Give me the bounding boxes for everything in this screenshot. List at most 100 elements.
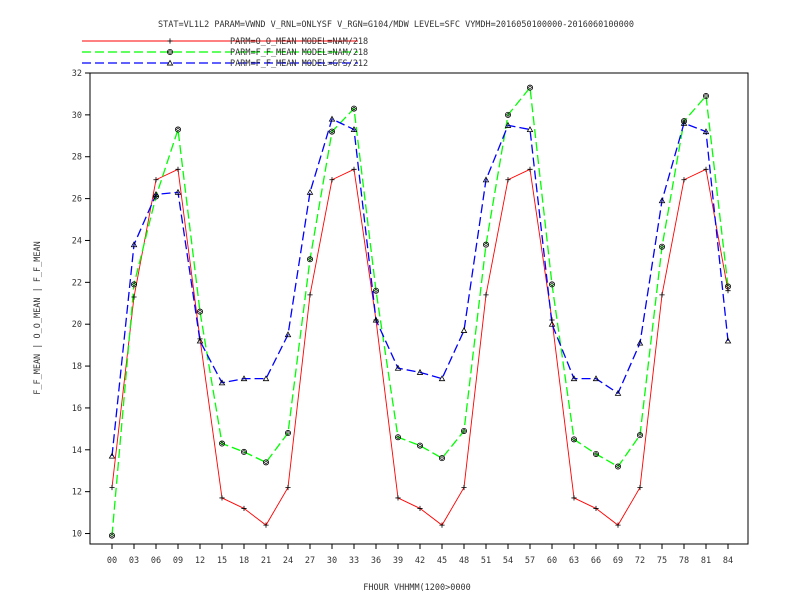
data-point-plus — [263, 522, 269, 528]
data-point-triangle — [372, 316, 380, 323]
data-point-diamond — [527, 85, 533, 90]
data-point-diamond — [351, 106, 357, 111]
data-point-diamond — [395, 435, 401, 440]
data-point-diamond — [461, 428, 467, 433]
data-point-plus — [615, 522, 621, 528]
data-point-diamond — [131, 282, 137, 287]
data-point-triangle — [328, 115, 336, 122]
data-point-plus — [417, 505, 423, 512]
data-point-diamond — [307, 257, 313, 262]
x-tick-label: 81 — [701, 556, 711, 566]
x-tick-label: 15 — [217, 556, 227, 566]
chart-title: STAT=VL1L2 PARAM=VWND V_RNL=ONLYSF V_RGN… — [158, 20, 634, 30]
data-point-triangle — [306, 188, 314, 195]
data-point-diamond — [571, 437, 577, 442]
data-point-plus — [637, 484, 643, 491]
data-point-circle — [681, 118, 688, 125]
data-point-plus — [439, 522, 445, 528]
data-point-diamond — [505, 112, 511, 117]
x-tick-label: 12 — [195, 556, 205, 566]
data-point-triangle — [350, 126, 358, 132]
data-point-diamond — [373, 288, 379, 293]
data-point-circle — [284, 430, 291, 437]
data-point-plus — [285, 484, 291, 491]
x-tick-label: 27 — [305, 556, 315, 566]
data-point-circle — [306, 256, 313, 263]
x-tick-label: 51 — [481, 556, 491, 566]
data-point-triangle — [460, 327, 468, 333]
data-point-diamond — [219, 441, 225, 446]
data-point-triangle — [166, 59, 174, 66]
plot-frame — [89, 72, 749, 545]
data-point-diamond — [241, 449, 247, 454]
data-point-triangle — [130, 241, 138, 248]
data-point-plus — [175, 166, 181, 172]
data-point-circle — [615, 463, 622, 470]
y-tick-label: 32 — [72, 69, 82, 79]
data-point-circle — [166, 49, 173, 56]
y-tick-label: 14 — [72, 446, 82, 456]
data-point-triangle — [108, 452, 116, 459]
y-tick-label: 24 — [72, 236, 82, 246]
data-point-triangle — [526, 126, 534, 132]
x-tick-label: 24 — [283, 556, 293, 566]
data-point-diamond — [439, 456, 445, 461]
x-tick-label: 21 — [261, 556, 271, 566]
x-tick-label: 48 — [459, 556, 469, 566]
data-point-triangle — [570, 375, 578, 382]
series-line — [111, 118, 729, 457]
data-point-diamond — [659, 244, 665, 249]
data-point-circle — [460, 427, 467, 434]
data-point-triangle — [680, 119, 688, 126]
data-point-triangle — [614, 389, 622, 396]
legend: PARM=O_O_MEAN MODEL=NAM/218PARM=F_F_MEAN… — [82, 37, 368, 69]
data-point-plus — [109, 484, 115, 491]
data-point-triangle — [416, 368, 424, 375]
y-tick-label: 20 — [72, 320, 82, 330]
data-point-triangle — [196, 337, 204, 344]
data-point-triangle — [548, 320, 556, 327]
data-point-diamond — [615, 464, 621, 469]
data-point-diamond — [167, 49, 173, 55]
data-point-circle — [240, 448, 247, 455]
x-tick-label: 03 — [129, 556, 139, 566]
data-point-plus — [241, 505, 247, 512]
x-tick-label: 18 — [239, 556, 249, 566]
data-point-diamond — [109, 533, 115, 538]
data-point-plus — [395, 495, 401, 501]
x-tick-label: 84 — [723, 556, 733, 566]
x-tick-label: 69 — [613, 556, 623, 566]
data-point-diamond — [725, 284, 731, 289]
data-point-diamond — [285, 431, 291, 436]
data-point-diamond — [329, 129, 335, 134]
y-axis: 10 12 14 16 18 20 22 24 26 28 30 32 — [72, 69, 90, 540]
data-point-circle — [482, 241, 489, 248]
data-point-circle — [262, 459, 269, 466]
data-point-plus — [351, 166, 357, 172]
data-point-plus — [167, 38, 173, 44]
x-tick-label: 39 — [393, 556, 403, 566]
legend-label: PARM=O_O_MEAN MODEL=NAM/218 — [230, 37, 368, 47]
data-point-diamond — [483, 242, 489, 247]
data-point-triangle — [394, 364, 402, 371]
series-line — [111, 86, 729, 536]
series-markers — [108, 84, 732, 539]
data-point-triangle — [218, 379, 226, 386]
x-tick-label: 36 — [371, 556, 381, 566]
x-tick-label: 33 — [349, 556, 359, 566]
data-point-triangle — [482, 176, 490, 183]
data-point-circle — [438, 455, 445, 462]
data-point-plus — [131, 294, 137, 300]
x-axis: 00 03 06 09 12 15 18 21 24 27 30 33 36 39 42 45 48 51 54 57… — [107, 544, 733, 566]
data-point-diamond — [197, 309, 203, 314]
x-axis-label: FHOUR VHHMM(1200>0000 — [363, 583, 470, 593]
data-point-plus — [505, 177, 511, 183]
y-tick-label: 26 — [72, 195, 82, 205]
data-point-circle — [350, 105, 357, 112]
y-axis-label: F_F_MEAN | O_O_MEAN | F_F_MEAN — [33, 241, 43, 395]
x-tick-label: 66 — [591, 556, 601, 566]
x-tick-label: 60 — [547, 556, 557, 566]
data-point-triangle — [658, 197, 666, 204]
data-point-circle — [659, 243, 666, 250]
